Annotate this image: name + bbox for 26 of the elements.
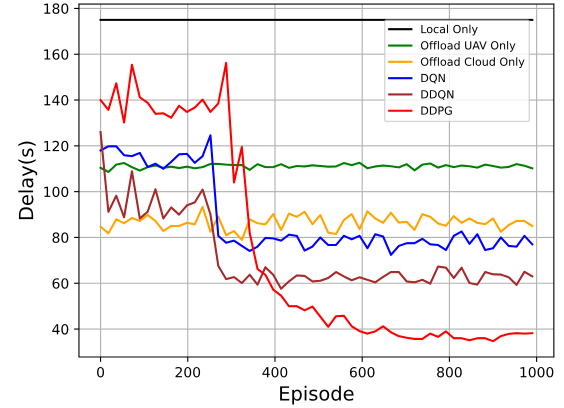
y-axis-title: Delay(s) <box>18 142 38 220</box>
x-tick-label: 0 <box>97 366 104 378</box>
y-tick-label: 40 <box>52 324 68 335</box>
line-series <box>100 134 534 256</box>
y-tick-label: 160 <box>44 49 68 60</box>
line-series <box>100 162 534 173</box>
y-tick-label: 180 <box>44 3 68 14</box>
x-tick-label: 1000 <box>520 366 554 378</box>
legend-label: Offload UAV Only <box>420 40 516 52</box>
x-axis-title: Episode <box>280 386 354 405</box>
legend-label: Local Only <box>421 24 478 36</box>
x-tick-label: 200 <box>176 366 200 378</box>
x-tick-label: 600 <box>350 366 375 378</box>
line-series <box>100 131 534 290</box>
legend-label: DDPG <box>421 106 452 115</box>
line-series <box>100 206 534 242</box>
legend-label: Offload Cloud Only <box>420 57 525 68</box>
x-tick-label: 400 <box>262 366 288 378</box>
legend-label: DDQN <box>421 90 454 100</box>
y-tick-label: 100 <box>44 186 68 198</box>
y-tick-label: 120 <box>44 140 68 152</box>
x-tick-label: 800 <box>437 366 462 378</box>
legend-label: DQN <box>421 74 445 84</box>
y-tick-label: 60 <box>52 278 68 289</box>
y-tick-label: 80 <box>52 232 68 243</box>
y-tick-label: 140 <box>44 95 68 106</box>
